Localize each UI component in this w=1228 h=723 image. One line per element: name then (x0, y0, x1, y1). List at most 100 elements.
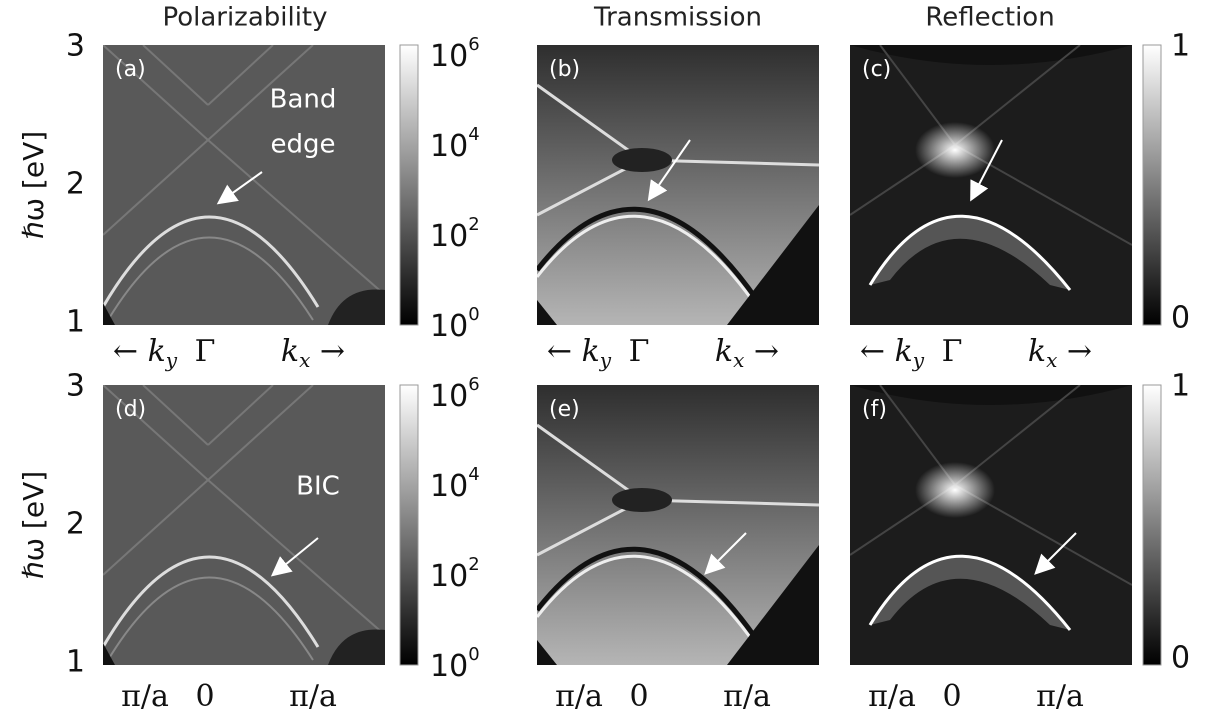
colorbar-tick-label: 102 (430, 554, 480, 594)
x-tick-label: kx → (715, 334, 779, 372)
colorbar-tick-label: 100 (430, 304, 480, 344)
x-label-suffix: → (744, 334, 779, 369)
x-tick-label: ← ky (860, 334, 925, 372)
tick-exponent: 0 (468, 644, 479, 665)
x-tick-label: π/a (1036, 679, 1084, 714)
x-label-text: ← k (547, 334, 600, 369)
x-label-text: Γ (942, 334, 963, 369)
colorbar-tick-label: 0 (1171, 301, 1190, 336)
x-tick-label: 0 (942, 679, 961, 714)
tick-base: 10 (430, 469, 468, 504)
y-axis-label: ℏω [eV] (17, 131, 50, 239)
tick-exponent: 4 (468, 124, 479, 145)
x-label-text: k (281, 334, 299, 369)
x-label-text: π/a (1036, 679, 1084, 714)
tick-base: 10 (430, 309, 468, 344)
x-label-text: k (715, 334, 733, 369)
tick-base: 10 (430, 649, 468, 684)
colorbar-tick-label: 1 (1171, 29, 1190, 64)
colorbar (1143, 45, 1161, 325)
column-title: Reflection (925, 3, 1054, 33)
tick-exponent: 2 (468, 214, 479, 235)
panel-label: (c) (862, 57, 891, 82)
colorbar-tick-label: 106 (430, 374, 480, 414)
colorbar-tick-label: 1 (1171, 369, 1190, 404)
colorbar-tick-label: 104 (430, 464, 480, 504)
annotation: Band (270, 85, 337, 115)
x-label-text: π/a (723, 679, 771, 714)
panel-label: (f) (862, 397, 887, 422)
tick-base: 10 (430, 39, 468, 74)
y-tick-label: 1 (66, 305, 85, 340)
tick-exponent: 6 (468, 374, 479, 395)
x-label-text: ← k (860, 334, 913, 369)
tick-base: 10 (430, 559, 468, 594)
x-label-text: ← k (113, 334, 166, 369)
tick-base: 10 (430, 129, 468, 164)
x-label-sub: y (165, 348, 178, 372)
x-tick-label: π/a (289, 679, 337, 714)
colorbar-tick-label: 104 (430, 124, 480, 164)
x-tick-label: ← ky (547, 334, 612, 372)
x-tick-label: kx → (281, 334, 345, 372)
tick-base: 10 (430, 379, 468, 414)
tick-exponent: 6 (468, 34, 479, 55)
colorbar-tick-label: 102 (430, 214, 480, 254)
colorbar (400, 385, 418, 665)
x-tick-label: Γ (195, 334, 216, 369)
colorbar (1143, 385, 1161, 665)
tick-exponent: 2 (468, 554, 479, 575)
heatmap (850, 385, 1132, 665)
x-label-text: 0 (942, 679, 961, 714)
x-label-text: π/a (121, 679, 169, 714)
x-label-text: Γ (629, 334, 650, 369)
figure: Polarizability Transmission Reflection (… (0, 0, 1228, 723)
x-label-text: Γ (195, 334, 216, 369)
x-tick-label: 0 (195, 679, 214, 714)
x-tick-label: π/a (868, 679, 916, 714)
y-tick-label: 2 (66, 507, 85, 542)
tick-exponent: 0 (468, 304, 479, 325)
column-title: Polarizability (162, 3, 327, 33)
x-tick-label: 0 (629, 679, 648, 714)
x-label-text: 0 (629, 679, 648, 714)
column-titles: Polarizability Transmission Reflection (162, 3, 1054, 33)
heatmap (537, 45, 819, 325)
x-label-sub: x (1046, 348, 1057, 372)
heatmap (103, 385, 385, 665)
x-label-sub: y (599, 348, 612, 372)
colorbar-tick-label: 106 (430, 34, 480, 74)
x-label-sub: y (912, 348, 925, 372)
tick-base: 10 (430, 219, 468, 254)
x-tick-label: π/a (723, 679, 771, 714)
panel-label: (d) (115, 397, 146, 422)
y-tick-label: 2 (66, 167, 85, 202)
x-label-text: π/a (555, 679, 603, 714)
x-label-text: π/a (289, 679, 337, 714)
panel-label: (e) (549, 397, 580, 422)
heatmap (850, 45, 1132, 325)
colorbar-tick-label: 100 (430, 644, 480, 684)
x-tick-label: Γ (629, 334, 650, 369)
x-tick-label: kx → (1028, 334, 1092, 372)
x-label-suffix: → (1057, 334, 1092, 369)
x-label-text: π/a (868, 679, 916, 714)
x-label-sub: x (733, 348, 744, 372)
x-label-suffix: → (310, 334, 345, 369)
y-axis-label: ℏω [eV] (17, 471, 50, 579)
panel-label: (b) (549, 57, 580, 82)
x-tick-label: ← ky (113, 334, 178, 372)
annotation: edge (271, 130, 336, 160)
x-label-sub: x (299, 348, 310, 372)
x-tick-label: Γ (942, 334, 963, 369)
y-tick-label: 1 (66, 645, 85, 680)
heatmap (537, 385, 819, 665)
colorbar-tick-label: 0 (1171, 641, 1190, 676)
y-axes: ℏω [eV] 3 2 1 ℏω [eV] 3 2 1 (17, 29, 85, 680)
tick-exponent: 4 (468, 464, 479, 485)
panel-label: (a) (115, 57, 146, 82)
y-tick-label: 3 (66, 369, 85, 404)
x-tick-label: π/a (555, 679, 603, 714)
y-tick-label: 3 (66, 29, 85, 64)
annotation: BIC (296, 472, 340, 502)
